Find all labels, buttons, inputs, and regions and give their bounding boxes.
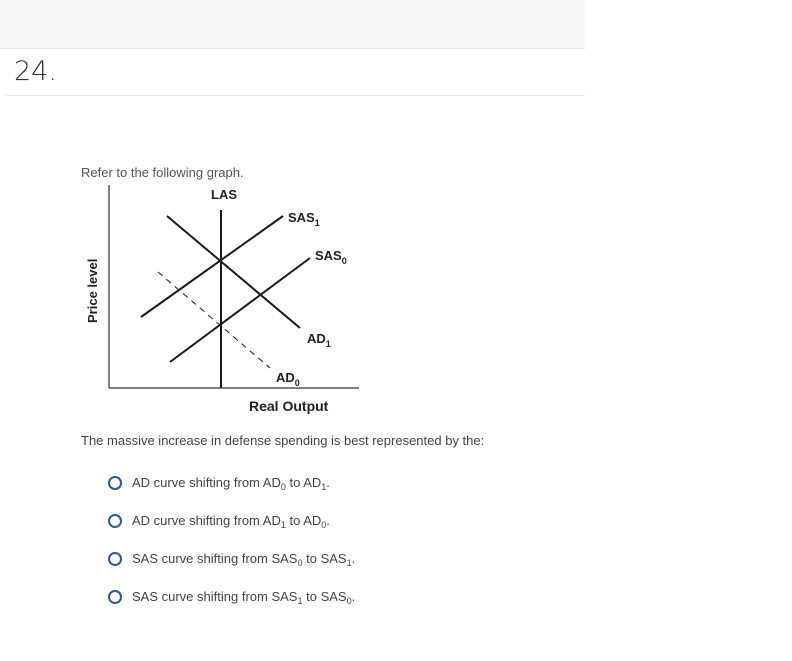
sas0-label: SAS0 xyxy=(315,248,347,266)
answer-option-3[interactable]: SAS curve shifting from SAS0 to SAS1. xyxy=(108,549,355,569)
ad1-label: AD1 xyxy=(307,331,331,349)
answer-option-4[interactable]: SAS curve shifting from SAS1 to SAS0. xyxy=(108,587,355,607)
option-label: AD curve shifting from AD1 to AD0. xyxy=(132,512,330,530)
x-axis-label: Real Output xyxy=(249,398,329,414)
radio-button[interactable] xyxy=(108,476,122,490)
option-label: SAS curve shifting from SAS0 to SAS1. xyxy=(132,550,356,568)
y-axis-label: Price level xyxy=(85,259,100,323)
answer-option-2[interactable]: AD curve shifting from AD1 to AD0. xyxy=(108,511,330,531)
sas1-label: SAS1 xyxy=(288,210,320,228)
divider xyxy=(6,95,585,96)
question-intro: Refer to the following graph. xyxy=(81,165,244,180)
option-label: SAS curve shifting from SAS1 to SAS0. xyxy=(132,588,356,606)
top-toolbar-band xyxy=(0,0,585,49)
ad1-curve xyxy=(166,215,301,329)
option-label: AD curve shifting from AD0 to AD1. xyxy=(132,474,330,492)
ad0-curve-dashed xyxy=(157,271,271,369)
radio-button[interactable] xyxy=(108,514,122,528)
question-prompt: The massive increase in defense spending… xyxy=(81,433,485,448)
sas0-curve xyxy=(169,257,311,363)
las-label: LAS xyxy=(211,187,237,202)
sas1-curve xyxy=(140,215,284,318)
answer-option-1[interactable]: AD curve shifting from AD0 to AD1. xyxy=(108,473,330,493)
ad0-label: AD0 xyxy=(276,370,300,388)
radio-button[interactable] xyxy=(108,590,122,604)
radio-button[interactable] xyxy=(108,552,122,566)
question-number: 24. xyxy=(14,56,57,87)
